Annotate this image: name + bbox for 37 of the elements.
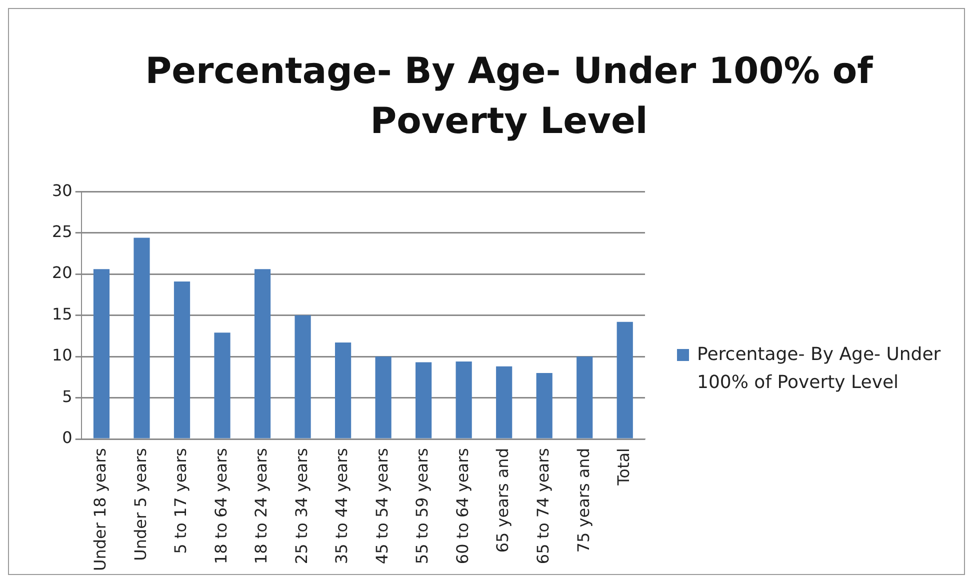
bar — [536, 373, 552, 438]
y-tick-label: 30 — [52, 180, 72, 200]
legend-label: Percentage- By Age- Under 100% of Poverty Level — [697, 343, 942, 395]
y-tick-label: 25 — [52, 222, 72, 241]
x-tick-label: Total — [614, 448, 634, 486]
y-tick-label: 15 — [52, 304, 72, 324]
x-tick-label: 75 years and — [574, 448, 593, 553]
x-tick-label: 65 years and — [493, 448, 512, 553]
bar — [456, 361, 472, 438]
x-tick-label: 45 to 54 years — [372, 448, 392, 564]
bar — [214, 332, 230, 438]
bar — [375, 356, 392, 438]
bar — [174, 281, 190, 438]
bar — [134, 238, 150, 438]
bar — [294, 315, 311, 438]
bar — [335, 342, 352, 438]
x-tick-label: 18 to 24 years — [252, 448, 271, 564]
bar — [93, 269, 110, 438]
bar — [616, 322, 633, 438]
y-tick-label: 20 — [52, 263, 72, 282]
y-tick-label: 0 — [62, 428, 72, 448]
x-tick-label: 35 to 44 years — [332, 448, 352, 564]
y-tick-label: 5 — [62, 386, 72, 406]
bar — [496, 366, 512, 438]
x-tick-label: Under 5 years — [130, 448, 150, 561]
x-tick-label: 25 to 34 years — [292, 448, 311, 564]
chart-title: Percentage- By Age- Under 100% of Poverty Level — [144, 50, 874, 144]
x-tick-label: Under 18 years — [90, 448, 110, 572]
bar — [254, 269, 271, 438]
x-tick-label: 18 to 64 years — [211, 448, 230, 564]
bar — [576, 356, 593, 438]
x-tick-label: 60 to 64 years — [452, 448, 472, 564]
x-tick-label: 55 to 59 years — [412, 448, 432, 564]
x-tick-label: 5 to 17 years — [171, 448, 190, 554]
bar — [416, 362, 432, 438]
x-tick-label: 65 to 74 years — [534, 448, 553, 564]
y-tick-label: 10 — [52, 346, 72, 365]
